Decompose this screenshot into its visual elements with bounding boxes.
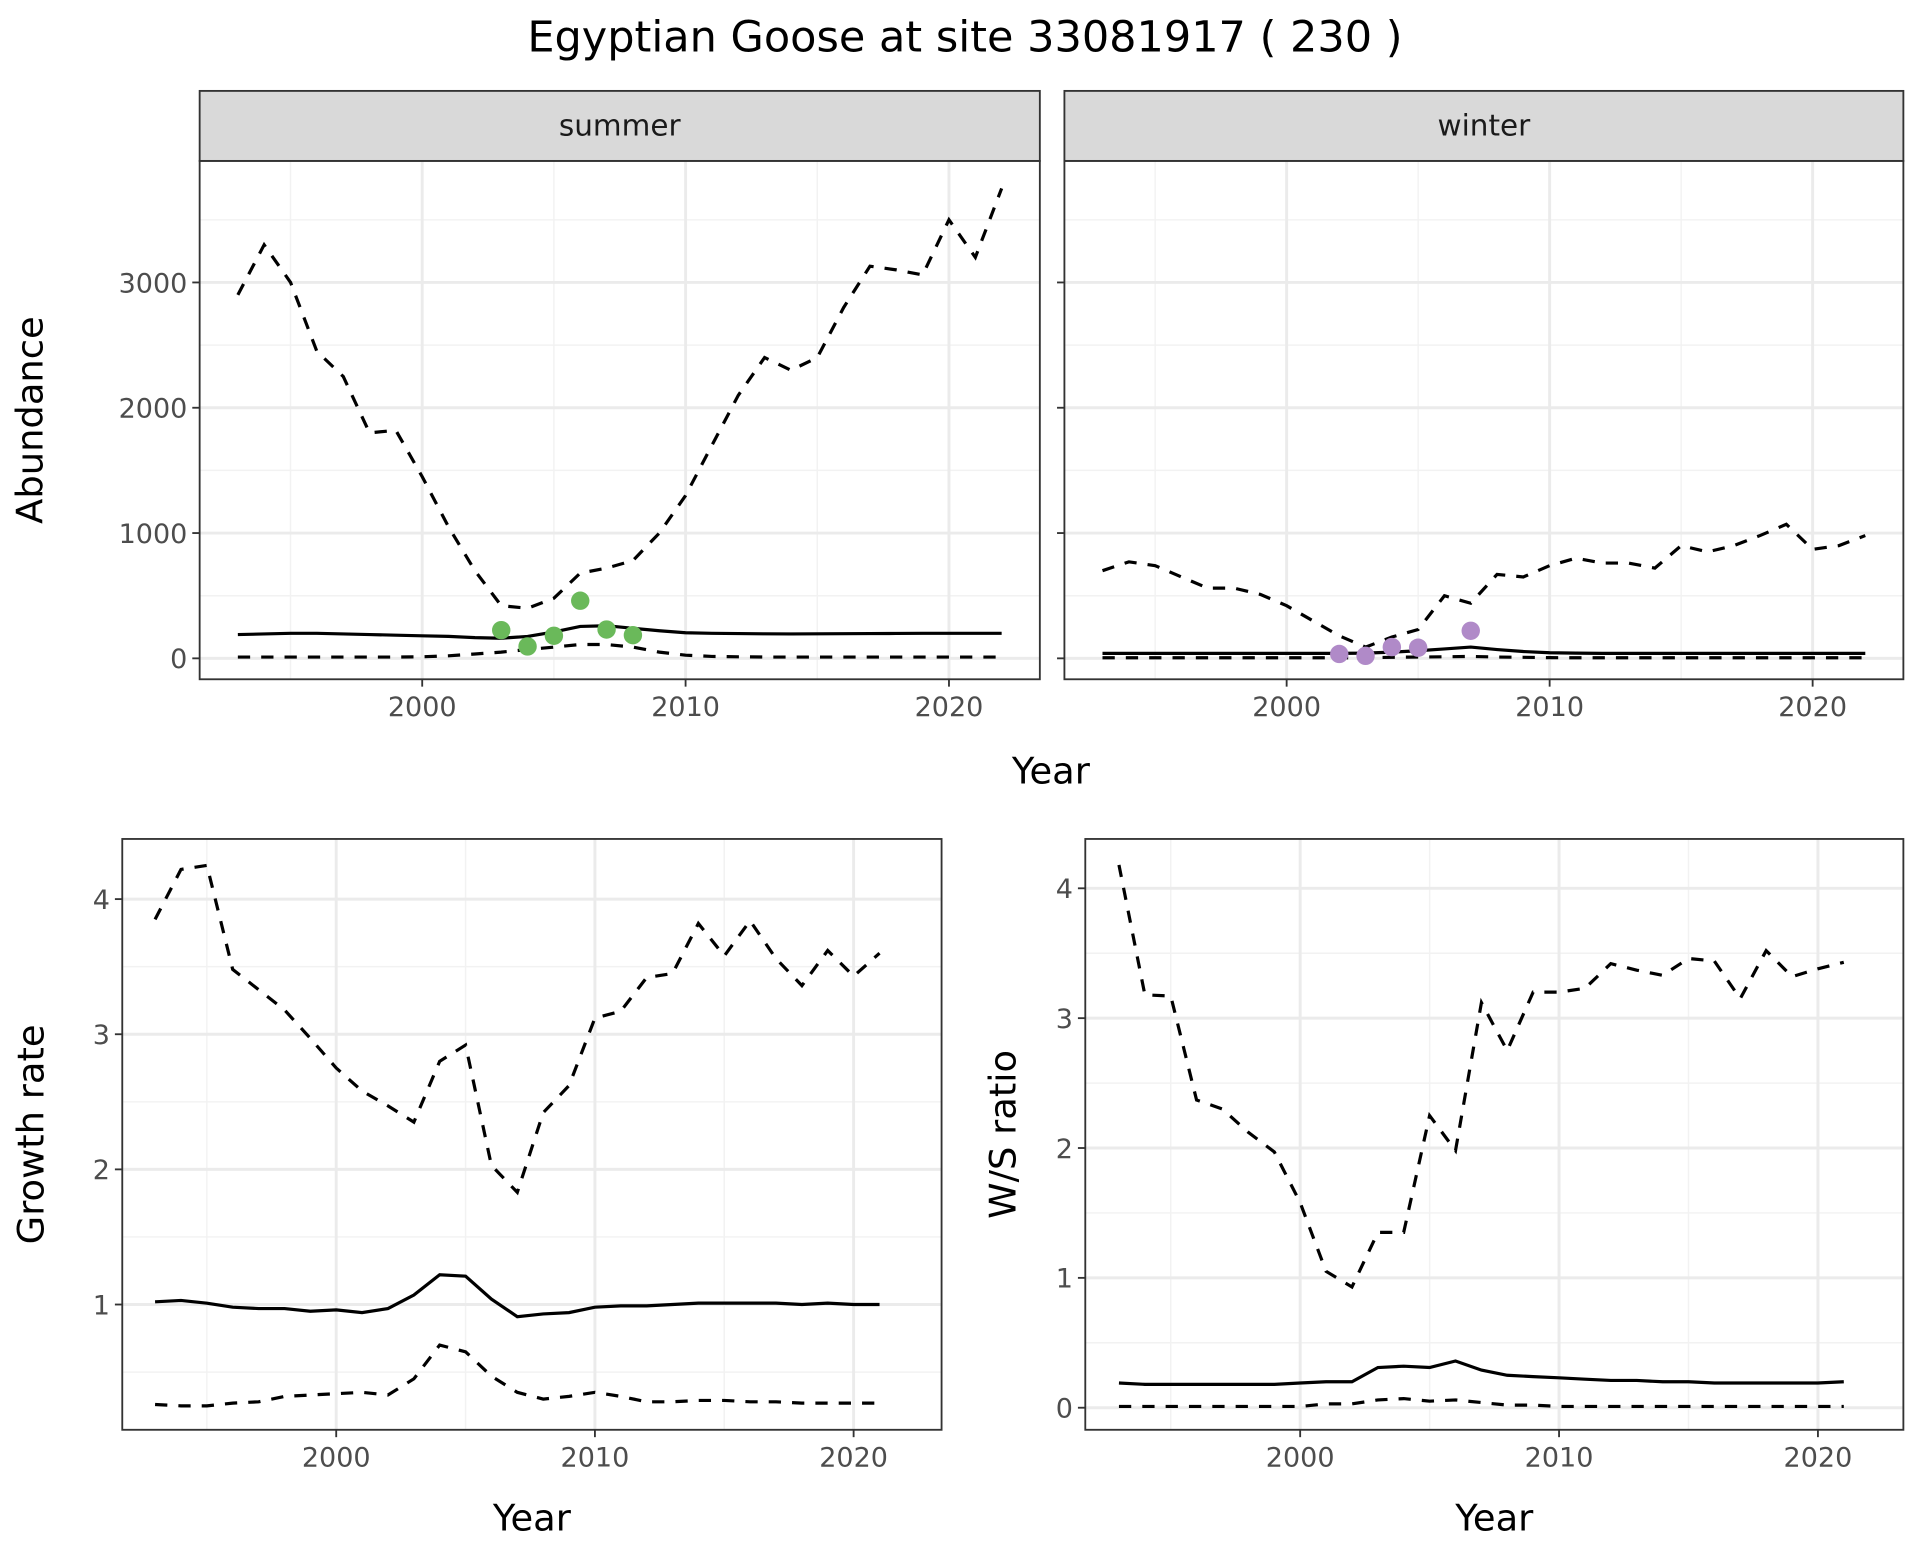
y-tick-label: 4 [93,885,110,916]
y-tick-label: 3000 [119,268,188,299]
y-tick-label: 2 [93,1155,110,1186]
mean-line [237,624,1002,640]
observed-count-point [623,625,643,645]
lower-bound-line [154,1343,880,1408]
x-tick-label: 2020 [819,1443,888,1474]
observed-count-point [1356,646,1375,666]
observed-count-point [1408,638,1428,657]
y-tick-label: 2000 [119,394,188,425]
lower-bound-line [1118,1396,1844,1409]
y-tick-label: 3 [93,1020,110,1051]
mean-line [154,1273,880,1319]
observed-count-point [518,637,537,656]
panel-growth: 2000 2010 2020 1 2 3 4 Growth rate Year [10,838,943,1540]
facet-strip [1063,89,1905,162]
x-axis-title: Year [1454,1497,1534,1540]
plot-background [199,160,1040,680]
lower-bound-line [237,642,1002,659]
observed-count-point [597,620,616,639]
panel-border [1084,838,1905,1431]
x-axis-title-top: Year [1011,750,1091,793]
facet-strip [198,89,1041,162]
y-tick-label: 3 [1056,1004,1073,1035]
observed-count-point [492,620,511,640]
x-tick-label: 2020 [1778,692,1847,723]
x-tick-label: 2000 [1252,692,1321,723]
x-tick-label: 2000 [302,1443,371,1474]
observed-count-point [1330,644,1349,664]
facet-label: summer [559,109,682,143]
observed-count-point [1382,637,1402,657]
chart-title: Egyptian Goose at site 33081917 ( 230 ) [527,13,1402,63]
observed-count-point [544,626,564,646]
y-axis-title: W/S ratio [981,1050,1024,1219]
lower-bound-line [1102,654,1866,660]
plot-background [1085,838,1904,1430]
upper-bound-line [1117,864,1845,1290]
x-tick-label: 2010 [1515,692,1584,723]
x-tick-label: 2010 [561,1443,630,1474]
y-tick-label: 1 [1056,1264,1073,1295]
y-tick-label: 4 [1056,874,1073,905]
facet-label: winter [1437,109,1531,143]
y-tick-label: 0 [170,644,187,675]
plot-background [122,838,942,1430]
panel-winter: winter 2000 2010 2020 [1057,89,1905,723]
plot-background [1064,160,1904,680]
x-tick-label: 2000 [388,692,457,723]
x-tick-label: 2020 [915,692,984,723]
x-tick-label: 2010 [1525,1443,1594,1474]
y-tick-label: 1 [93,1290,110,1321]
y-tick-label: 0 [1056,1394,1073,1425]
upper-bound-line [236,187,1004,610]
y-tick-label: 2 [1056,1134,1073,1165]
x-tick-label: 2010 [651,692,720,723]
panel-summer: summer 2000 2010 2020 0 1000 2000 3000 Abundance [8,89,1041,723]
panel-ws: 2000 2010 2020 0 1 2 3 4 W/S ratio Year [981,838,1905,1540]
panel-border [121,838,943,1431]
y-axis-title: Abundance [8,316,51,524]
y-axis-title: Growth rate [10,1024,53,1244]
observed-count-point [1461,621,1480,640]
x-axis-title: Year [492,1497,572,1540]
x-tick-label: 2000 [1266,1443,1335,1474]
upper-bound-line [153,863,881,1196]
upper-bound-line [1101,522,1866,649]
y-tick-label: 1000 [119,519,188,550]
mean-line [1102,645,1866,655]
mean-line [1118,1359,1844,1386]
observed-count-point [571,591,590,610]
x-tick-label: 2020 [1784,1443,1853,1474]
